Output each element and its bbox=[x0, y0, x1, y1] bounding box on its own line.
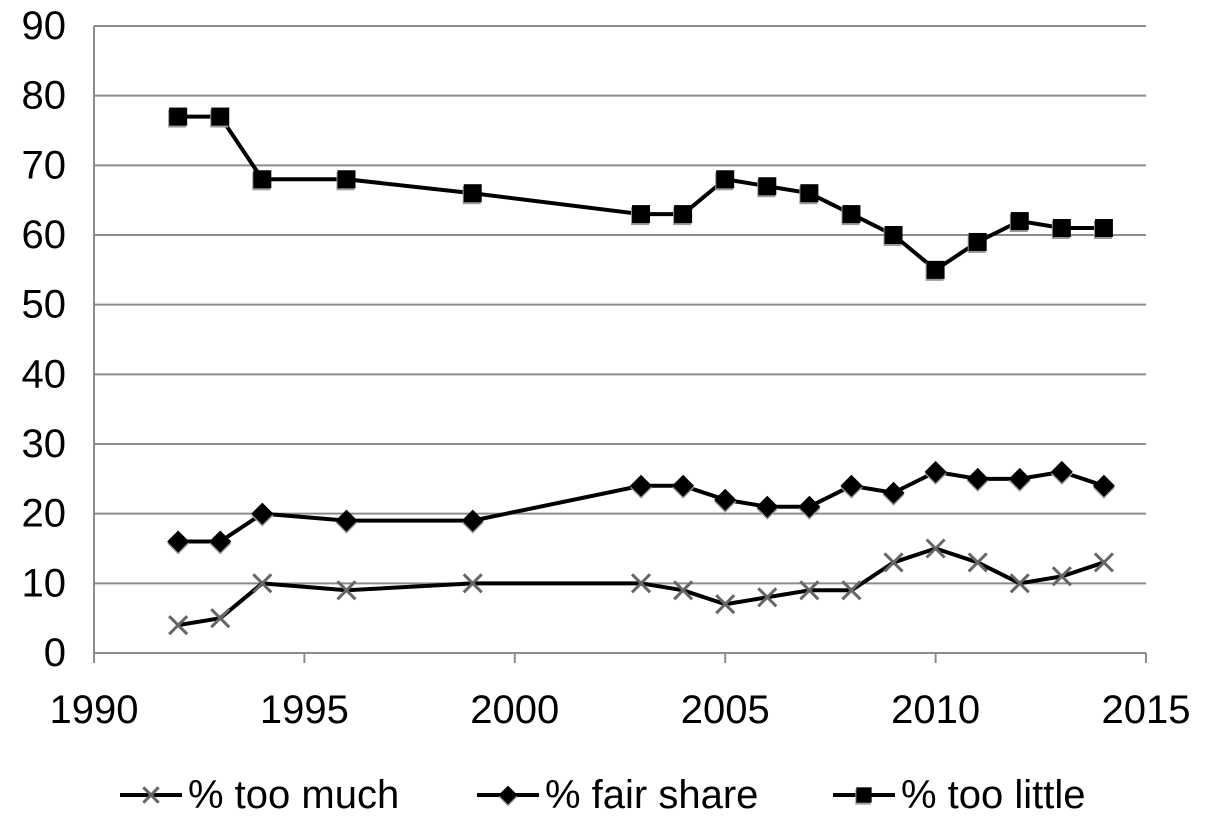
data-point-too-little bbox=[632, 205, 651, 224]
data-point-too-much bbox=[168, 615, 189, 636]
y-tick-label: 40 bbox=[22, 352, 67, 396]
data-point-too-little bbox=[169, 107, 188, 126]
data-point-fair-share bbox=[461, 509, 484, 532]
data-point-too-little bbox=[1094, 219, 1113, 238]
data-point-too-little bbox=[758, 177, 777, 196]
data-point-fair-share bbox=[1050, 460, 1073, 483]
data-point-fair-share bbox=[1008, 467, 1031, 490]
data-point-fair-share bbox=[924, 460, 947, 483]
data-point-too-little bbox=[884, 226, 903, 244]
y-tick-label: 10 bbox=[22, 561, 67, 605]
legend-label: % fair share bbox=[545, 773, 758, 816]
series-line-too-much bbox=[177, 546, 1105, 628]
y-tick-label: 50 bbox=[22, 283, 67, 327]
series-group bbox=[167, 107, 1115, 636]
series-line-too-little bbox=[178, 114, 1104, 272]
data-point-fair-share bbox=[840, 474, 863, 497]
data-point-too-little bbox=[1010, 212, 1029, 231]
data-point-fair-share bbox=[798, 495, 821, 518]
data-point-too-much bbox=[1009, 573, 1030, 594]
data-point-too-much bbox=[462, 573, 483, 594]
data-point-fair-share bbox=[630, 474, 653, 497]
data-point-too-little bbox=[337, 170, 356, 189]
data-point-too-little bbox=[926, 260, 945, 279]
x-axis-tick-labels: 1990 1995 2000 2005 2010 2015 bbox=[50, 688, 1191, 732]
y-tick-label: 0 bbox=[44, 631, 66, 675]
data-point-fair-share bbox=[251, 502, 274, 525]
y-tick-label: 90 bbox=[22, 4, 67, 48]
data-point-fair-share bbox=[756, 495, 779, 518]
y-tick-label: 80 bbox=[22, 74, 67, 118]
data-point-fair-share bbox=[882, 481, 905, 504]
y-tick-label: 30 bbox=[22, 422, 67, 466]
series-too-much bbox=[168, 538, 1114, 636]
x-tick-label: 1990 bbox=[50, 688, 139, 732]
data-point-too-little bbox=[800, 184, 819, 203]
legend-marker bbox=[856, 787, 872, 803]
data-point-too-much bbox=[210, 608, 231, 629]
legend-item-fair-share: % fair share bbox=[477, 773, 758, 816]
data-point-fair-share bbox=[335, 509, 358, 532]
data-point-too-much bbox=[336, 580, 357, 601]
y-axis-tick-labels: 0 10 20 30 40 50 60 70 80 90 bbox=[22, 4, 67, 675]
data-point-too-little bbox=[463, 184, 482, 203]
series-fair-share bbox=[167, 460, 1115, 555]
x-tick-label: 2015 bbox=[1102, 688, 1191, 732]
data-point-too-little bbox=[211, 107, 230, 126]
gridlines bbox=[94, 25, 1146, 585]
data-point-fair-share bbox=[209, 530, 232, 553]
legend-item-too-little: % too little bbox=[833, 773, 1086, 816]
data-point-too-much bbox=[925, 538, 946, 559]
data-point-too-little bbox=[1052, 219, 1071, 238]
legend-label: % too little bbox=[901, 773, 1086, 816]
data-point-too-much bbox=[252, 573, 273, 594]
y-tick-label: 60 bbox=[22, 213, 67, 257]
data-point-fair-share bbox=[167, 530, 190, 553]
legend: % too much % fair share % too little bbox=[120, 773, 1086, 816]
data-point-too-little bbox=[716, 170, 735, 189]
data-point-too-much bbox=[883, 552, 904, 573]
data-point-too-much bbox=[715, 594, 736, 615]
data-point-too-little bbox=[253, 170, 272, 189]
y-tick-label: 70 bbox=[22, 143, 67, 187]
data-point-too-little bbox=[968, 232, 987, 251]
data-point-too-much bbox=[841, 580, 862, 601]
data-point-too-much bbox=[673, 580, 694, 601]
x-axis bbox=[93, 26, 1147, 663]
data-point-fair-share bbox=[1092, 474, 1115, 497]
x-tick-label: 1995 bbox=[260, 688, 349, 732]
data-point-too-much bbox=[630, 573, 652, 594]
legend-marker bbox=[498, 785, 518, 805]
data-point-too-much bbox=[1051, 566, 1072, 587]
x-tick-label: 2000 bbox=[470, 688, 559, 732]
data-point-too-much bbox=[799, 580, 820, 601]
data-point-too-much bbox=[757, 587, 778, 608]
data-point-fair-share bbox=[672, 474, 695, 497]
legend-item-too-much: % too much bbox=[120, 773, 399, 816]
x-tick-label: 2005 bbox=[681, 688, 770, 732]
data-point-too-little bbox=[842, 205, 861, 224]
data-point-too-much bbox=[967, 552, 988, 573]
y-tick-label: 20 bbox=[22, 492, 67, 536]
series-too-little bbox=[168, 107, 1113, 281]
data-point-too-much bbox=[1093, 552, 1114, 573]
data-point-too-little bbox=[674, 205, 693, 224]
x-tick-label: 2010 bbox=[891, 688, 980, 732]
data-point-fair-share bbox=[714, 488, 737, 511]
data-point-fair-share bbox=[966, 467, 989, 490]
legend-label: % too much bbox=[188, 773, 399, 816]
legend-marker bbox=[142, 786, 160, 804]
